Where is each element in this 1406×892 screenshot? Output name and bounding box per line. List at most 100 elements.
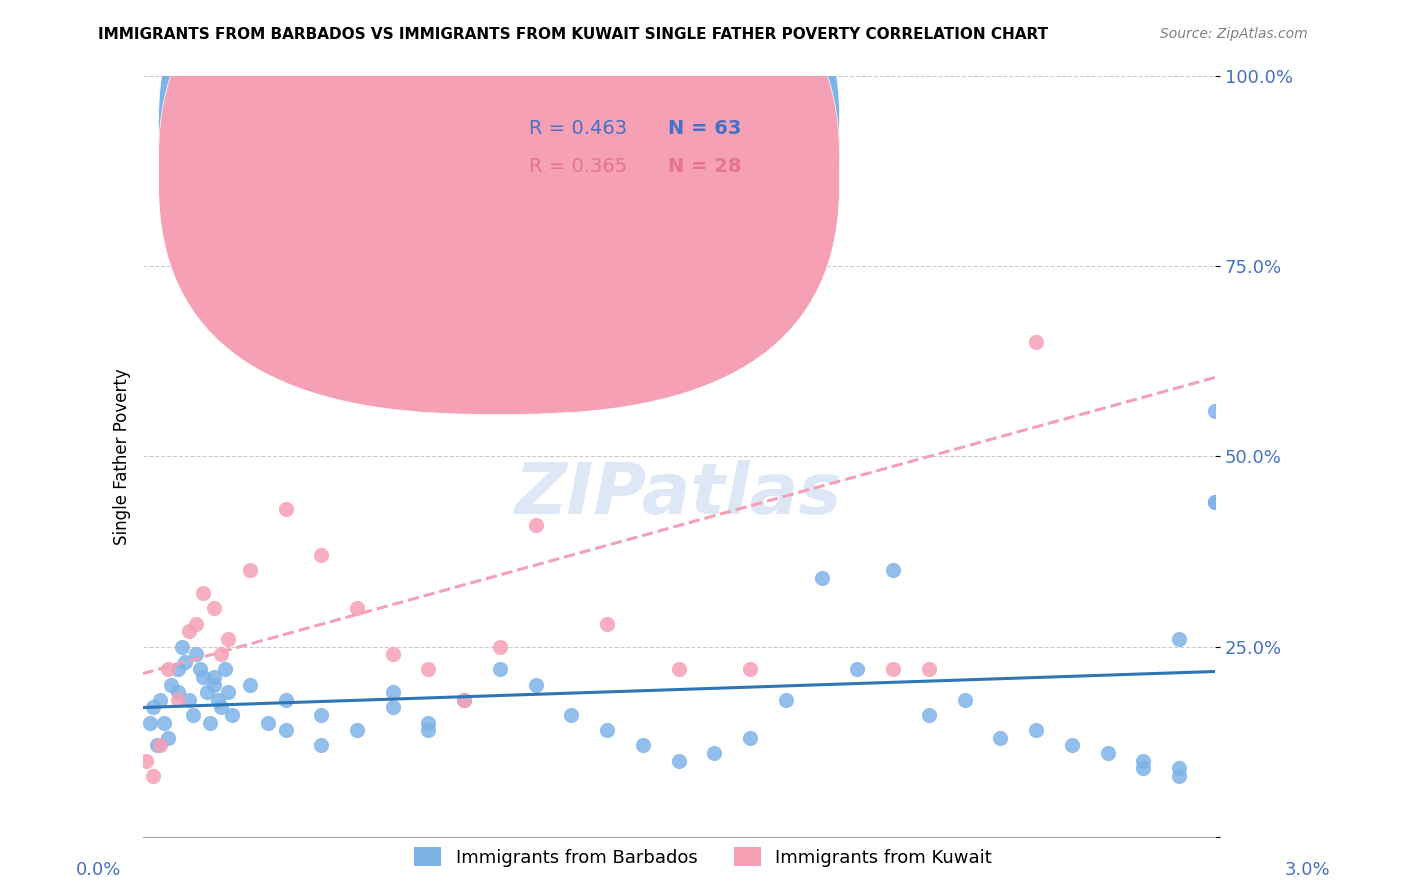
- Point: [167, 685, 190, 699]
- Point: [596, 723, 619, 738]
- Point: [188, 662, 211, 676]
- Point: [453, 693, 475, 707]
- Point: [142, 700, 165, 714]
- Text: R = 0.365: R = 0.365: [529, 157, 627, 177]
- Point: [381, 685, 404, 699]
- Legend: Immigrants from Barbados, Immigrants from Kuwait: Immigrants from Barbados, Immigrants fro…: [406, 840, 1000, 874]
- Point: [170, 640, 193, 654]
- Point: [209, 700, 232, 714]
- Point: [1204, 495, 1226, 509]
- Point: [177, 693, 200, 707]
- Point: [381, 700, 404, 714]
- Point: [309, 708, 332, 723]
- Point: [489, 662, 512, 676]
- Point: [209, 647, 232, 661]
- Text: N = 28: N = 28: [668, 157, 741, 177]
- Text: Source: ZipAtlas.com: Source: ZipAtlas.com: [1160, 27, 1308, 41]
- Point: [1204, 495, 1226, 509]
- Point: [489, 640, 512, 654]
- FancyBboxPatch shape: [458, 98, 780, 212]
- Point: [740, 731, 762, 745]
- Point: [217, 685, 239, 699]
- Point: [146, 739, 169, 753]
- Point: [524, 517, 547, 532]
- Point: [810, 571, 832, 585]
- Point: [217, 632, 239, 646]
- Point: [882, 662, 904, 676]
- Point: [309, 739, 332, 753]
- Point: [1025, 334, 1047, 349]
- Point: [990, 731, 1012, 745]
- Point: [1132, 761, 1154, 775]
- Point: [153, 715, 176, 730]
- Point: [560, 708, 582, 723]
- Point: [193, 670, 215, 684]
- Point: [381, 647, 404, 661]
- Text: 0.0%: 0.0%: [76, 861, 121, 879]
- Point: [149, 739, 172, 753]
- Point: [418, 715, 440, 730]
- Point: [1204, 403, 1226, 417]
- Point: [596, 616, 619, 631]
- Text: R = 0.463    N = 63
R = 0.365    N = 28: R = 0.463 N = 63 R = 0.365 N = 28: [481, 106, 672, 156]
- Text: IMMIGRANTS FROM BARBADOS VS IMMIGRANTS FROM KUWAIT SINGLE FATHER POVERTY CORRELA: IMMIGRANTS FROM BARBADOS VS IMMIGRANTS F…: [98, 27, 1049, 42]
- Point: [453, 693, 475, 707]
- Point: [142, 769, 165, 783]
- Point: [174, 655, 197, 669]
- Point: [668, 754, 690, 768]
- Point: [200, 715, 222, 730]
- Point: [202, 601, 225, 615]
- Point: [418, 662, 440, 676]
- Point: [810, 84, 832, 98]
- Point: [214, 662, 236, 676]
- Point: [138, 715, 160, 730]
- Point: [221, 708, 243, 723]
- Point: [918, 662, 941, 676]
- Point: [703, 746, 725, 760]
- Point: [239, 563, 262, 577]
- FancyBboxPatch shape: [159, 0, 839, 414]
- Text: ZIPatlas: ZIPatlas: [515, 459, 842, 529]
- Text: N = 63: N = 63: [668, 120, 741, 138]
- Point: [274, 693, 297, 707]
- Point: [167, 693, 190, 707]
- Point: [149, 693, 172, 707]
- Point: [207, 693, 229, 707]
- Point: [418, 723, 440, 738]
- Point: [156, 731, 179, 745]
- FancyBboxPatch shape: [159, 0, 839, 376]
- Point: [346, 723, 368, 738]
- Point: [882, 563, 904, 577]
- Point: [846, 662, 869, 676]
- Point: [202, 677, 225, 691]
- Point: [775, 693, 797, 707]
- Point: [631, 739, 654, 753]
- Point: [1060, 739, 1083, 753]
- Point: [1168, 632, 1191, 646]
- Point: [1025, 723, 1047, 738]
- Point: [195, 685, 218, 699]
- Text: 3.0%: 3.0%: [1285, 861, 1330, 879]
- Point: [202, 670, 225, 684]
- Point: [256, 715, 278, 730]
- Point: [668, 662, 690, 676]
- Point: [186, 647, 208, 661]
- Point: [274, 723, 297, 738]
- Point: [953, 693, 976, 707]
- Point: [135, 754, 157, 768]
- Point: [167, 662, 190, 676]
- Point: [918, 708, 941, 723]
- Point: [186, 616, 208, 631]
- Point: [524, 677, 547, 691]
- Point: [631, 84, 654, 98]
- Point: [274, 502, 297, 516]
- Point: [1168, 761, 1191, 775]
- Point: [160, 677, 183, 691]
- Point: [740, 662, 762, 676]
- Point: [1132, 754, 1154, 768]
- Point: [1097, 746, 1119, 760]
- Point: [156, 662, 179, 676]
- Point: [309, 548, 332, 562]
- Point: [181, 708, 204, 723]
- Point: [193, 586, 215, 600]
